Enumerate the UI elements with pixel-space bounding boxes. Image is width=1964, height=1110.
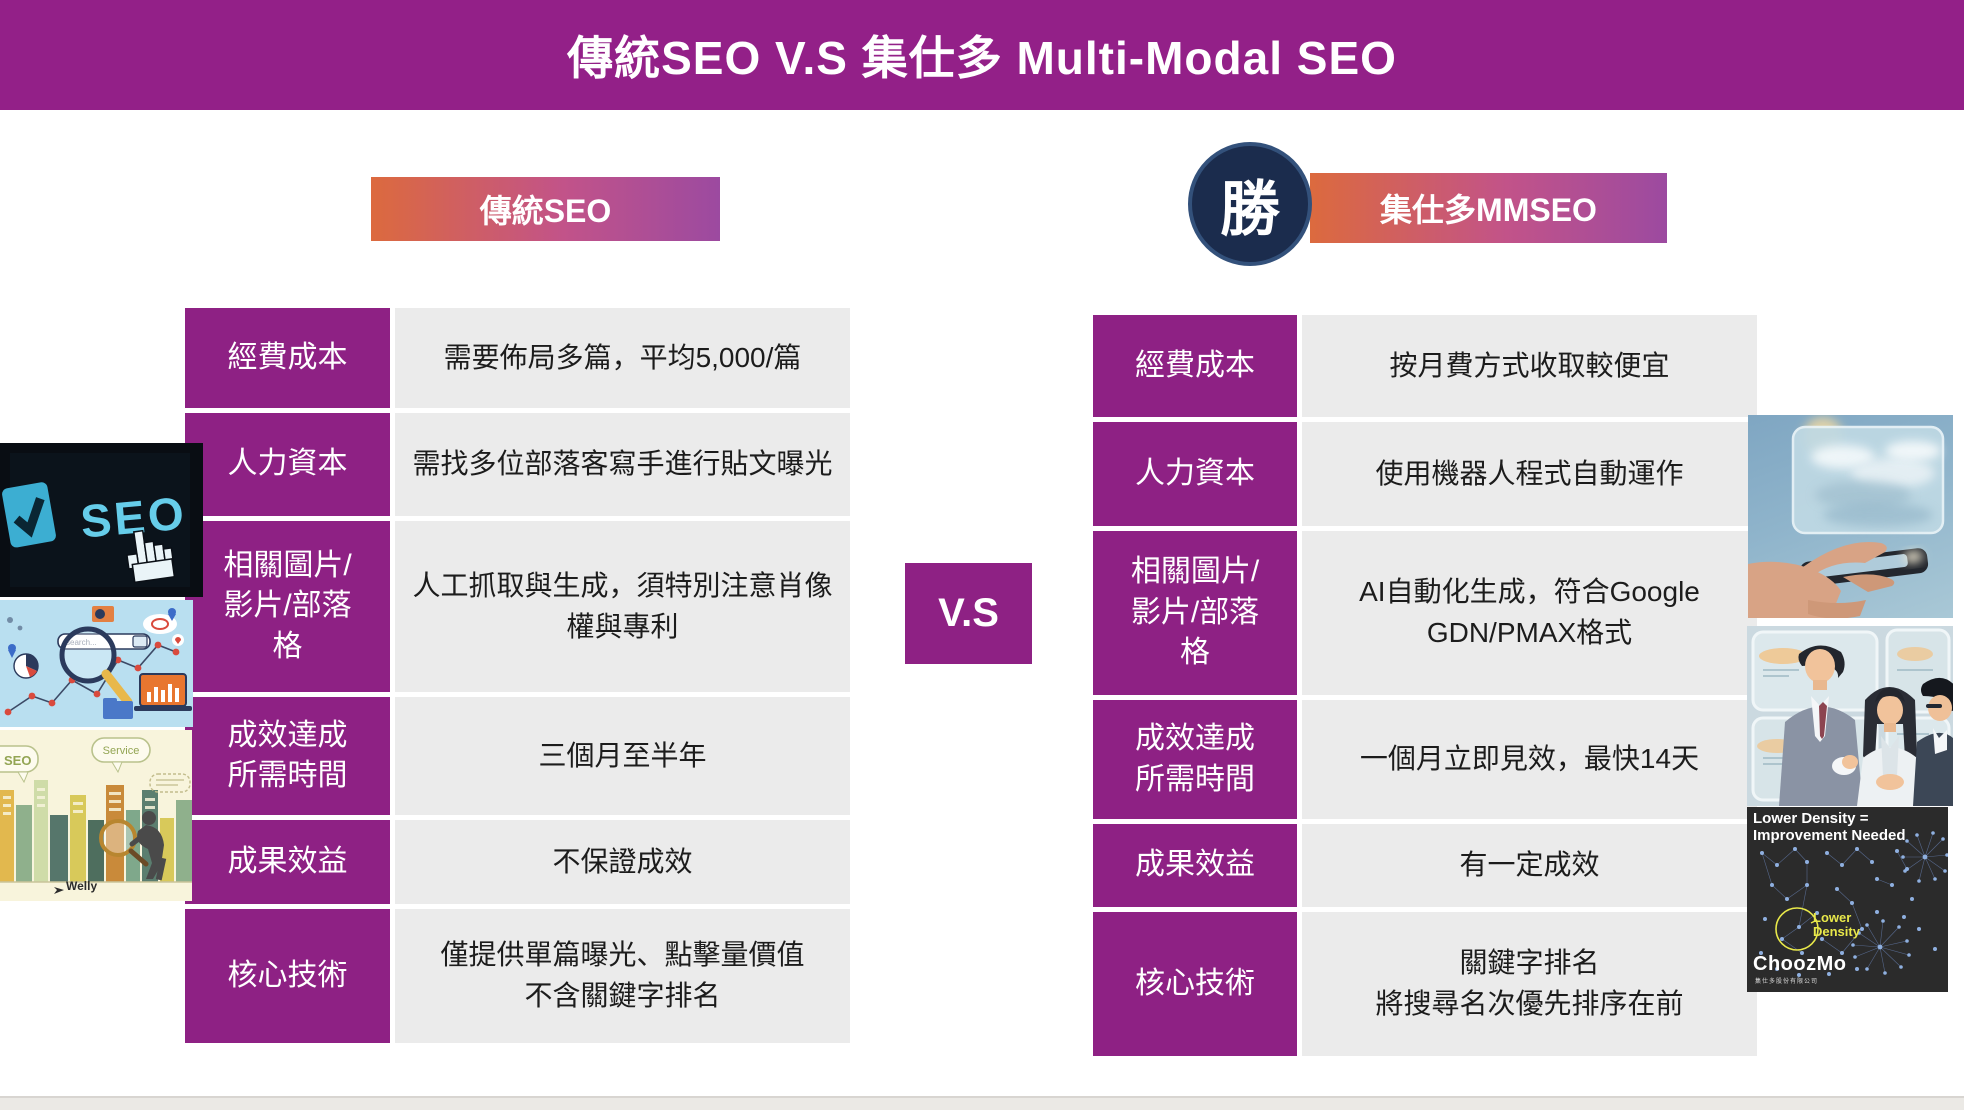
- table-row: 相關圖片/ 影片/部落 格 人工抓取與生成，須特別注意肖像 權與專利: [185, 521, 850, 692]
- cluster-bottom: [1852, 920, 1910, 974]
- vs-box: V.S: [905, 563, 1032, 664]
- man-left: [1779, 645, 1863, 806]
- lower-density-annotation: Lower Density: [1813, 910, 1860, 940]
- right-column-header-label: 集仕多MMSEO: [1380, 192, 1597, 228]
- magnifier-person: [99, 811, 167, 881]
- row-label: 成果效益: [1093, 824, 1297, 907]
- phone: [1800, 548, 1929, 587]
- slide-bottom-edge: [0, 1096, 1964, 1110]
- welly-wing-icon: [54, 887, 64, 894]
- right-column-header: 集仕多MMSEO: [1310, 173, 1667, 243]
- row-value: 人工抓取與生成，須特別注意肖像 權與專利: [395, 521, 850, 692]
- choozmo-logo: ChoozMo: [1753, 953, 1847, 975]
- vs-label: V.S: [938, 591, 999, 635]
- row-value: 一個月立即見效，最快14天: [1302, 700, 1757, 819]
- network-graph-title: Lower Density = Improvement Needed: [1753, 810, 1906, 845]
- cluster-top-right: [1903, 832, 1948, 882]
- man-right: [1913, 678, 1953, 806]
- page-title: 傳統SEO V.S 集仕多 Multi-Modal SEO: [567, 32, 1397, 84]
- row-label: 核心技術: [185, 909, 390, 1043]
- pie-chart-icon: [13, 653, 39, 679]
- row-label: 相關圖片/ 影片/部落 格: [185, 521, 390, 692]
- table-row: 經費成本 按月費方式收取較便宜: [1093, 315, 1757, 417]
- folder-icon: [103, 698, 133, 719]
- row-value: 按月費方式收取較便宜: [1302, 315, 1757, 417]
- left-column-header: 傳統SEO: [371, 177, 720, 241]
- row-label: 人力資本: [1093, 422, 1297, 526]
- pixel-cursor-icon: [126, 529, 176, 584]
- right-comparison-table: 經費成本 按月費方式收取較便宜 人力資本 使用機器人程式自動運作 相關圖片/ 影…: [1093, 315, 1757, 1056]
- hand: [1748, 542, 1895, 618]
- seo-photo-text: SEO: [78, 487, 188, 548]
- laptop-icon: [134, 673, 192, 711]
- left-comparison-table: 經費成本 需要佈局多篇，平均5,000/篇 人力資本 需找多位部落客寫手進行貼文…: [185, 308, 850, 1043]
- seo-city-illustration: SEO Service Welly: [0, 730, 192, 901]
- speech-bubble-seo: SEO: [0, 745, 39, 784]
- row-value: 需要佈局多篇，平均5,000/篇: [395, 308, 850, 408]
- winner-badge-label: 勝: [1220, 175, 1280, 243]
- network-nodes: [1759, 831, 1948, 977]
- lower-density-circle: [1775, 907, 1819, 951]
- search-placeholder: search...: [66, 638, 97, 647]
- speech-bubble-service: Service: [91, 737, 151, 774]
- row-value: 使用機器人程式自動運作: [1302, 422, 1757, 526]
- row-value: 不保證成效: [395, 820, 850, 904]
- seo-analytics-illustration: search...: [0, 600, 193, 727]
- svg-text:Service: Service: [103, 745, 140, 757]
- map-pin-icons: [8, 608, 176, 658]
- winner-badge: 勝: [1188, 142, 1312, 266]
- row-label: 相關圖片/ 影片/部落 格: [1093, 531, 1297, 695]
- row-label: 成效達成 所需時間: [185, 697, 390, 815]
- cloud-icon: [143, 614, 177, 634]
- title-banner: 傳統SEO V.S 集仕多 Multi-Modal SEO: [0, 0, 1964, 110]
- row-value: 需找多位部落客寫手進行貼文曝光: [395, 413, 850, 516]
- magnifier-icon: [59, 626, 133, 707]
- row-value: AI自動化生成，符合Google GDN/PMAX格式: [1302, 531, 1757, 695]
- dashed-bubble: [149, 773, 191, 793]
- left-column-header-label: 傳統SEO: [479, 193, 612, 229]
- row-label: 經費成本: [1093, 315, 1297, 417]
- table-row: 成效達成 所需時間 三個月至半年: [185, 697, 850, 815]
- row-value: 有一定成效: [1302, 824, 1757, 907]
- welly-logo: Welly: [66, 879, 98, 893]
- table-row: 人力資本 使用機器人程式自動運作: [1093, 422, 1757, 526]
- glass-pane: [1791, 425, 1945, 535]
- social-bubble-icons: [7, 606, 184, 646]
- keyword-network-graph: Lower Density = Improvement Needed Lower…: [1747, 807, 1948, 992]
- row-value: 三個月至半年: [395, 697, 850, 815]
- row-label: 經費成本: [185, 308, 390, 408]
- table-row: 核心技術 僅提供單篇曝光、點擊量價值 不含關鍵字排名: [185, 909, 850, 1043]
- row-label: 核心技術: [1093, 912, 1297, 1056]
- choozmo-logo-subtext: 集仕多股份有限公司: [1755, 979, 1819, 985]
- table-row: 成果效益 有一定成效: [1093, 824, 1757, 907]
- row-label: 成果效益: [185, 820, 390, 904]
- seo-keyboard-photo: SEO: [0, 443, 203, 597]
- row-value: 關鍵字排名 將搜尋名次優先排序在前: [1302, 912, 1757, 1056]
- row-label: 人力資本: [185, 413, 390, 516]
- business-people-illustration: [1747, 626, 1953, 806]
- table-row: 核心技術 關鍵字排名 將搜尋名次優先排序在前: [1093, 912, 1757, 1056]
- row-value: 僅提供單篇曝光、點擊量價值 不含關鍵字排名: [395, 909, 850, 1043]
- table-row: 經費成本 需要佈局多篇，平均5,000/篇: [185, 308, 850, 408]
- woman-middle: [1857, 687, 1923, 806]
- check-icon: [2, 482, 56, 548]
- row-label: 成效達成 所需時間: [1093, 700, 1297, 819]
- svg-text:SEO: SEO: [4, 753, 31, 768]
- hand-touch-screen-photo: [1748, 415, 1953, 618]
- table-row: 成效達成 所需時間 一個月立即見效，最快14天: [1093, 700, 1757, 819]
- table-row: 相關圖片/ 影片/部落 格 AI自動化生成，符合Google GDN/PMAX格…: [1093, 531, 1757, 695]
- table-row: 人力資本 需找多位部落客寫手進行貼文曝光: [185, 413, 850, 516]
- table-row: 成果效益 不保證成效: [185, 820, 850, 904]
